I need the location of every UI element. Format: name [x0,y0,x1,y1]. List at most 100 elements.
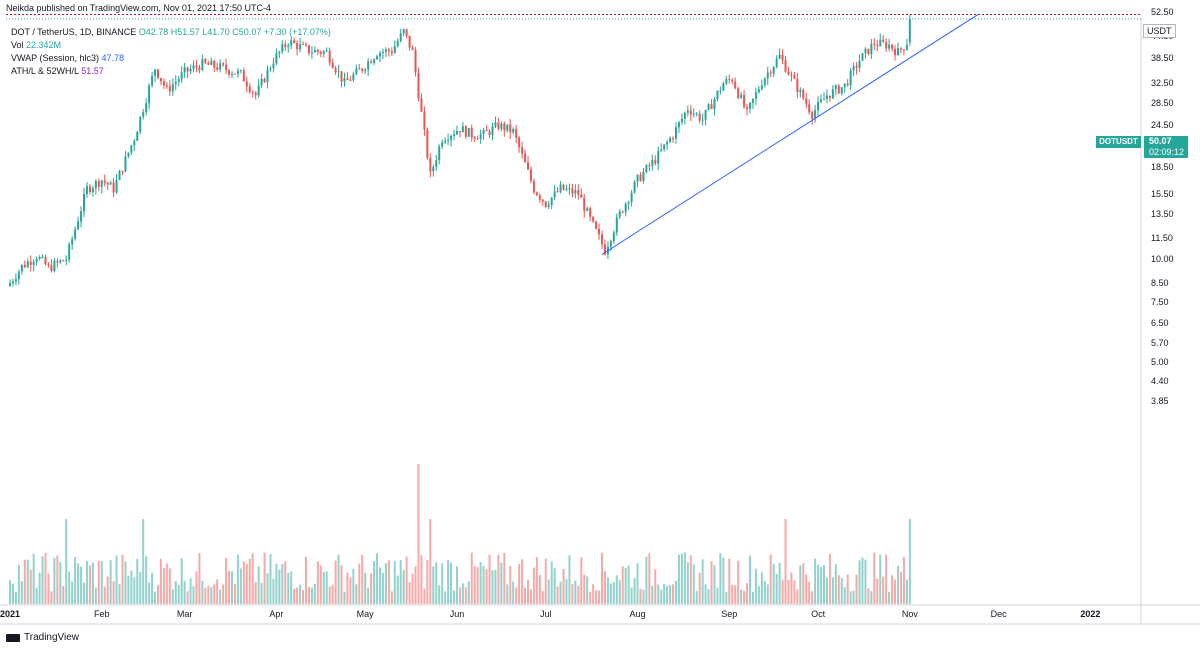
candle-body [577,190,580,195]
y-tick-label: 32.50 [1151,78,1174,89]
volume-bar [583,574,586,604]
volume-bar [266,573,269,604]
candle-body [784,60,787,72]
volume-bar [207,585,210,604]
candle-body [636,174,639,182]
legend-vol-label[interactable]: Vol [11,40,24,50]
candle-body [62,260,65,262]
volume-bar [157,585,159,604]
volume-bar [284,561,287,604]
volume-bar [660,589,663,604]
candle-body [722,83,725,91]
candle-body [885,41,888,49]
volume-bar [740,589,743,604]
candle-body [192,65,195,69]
legend-ath-value: 51.57 [81,66,104,76]
candle-body [734,81,737,89]
volume-bars [9,464,911,604]
currency-selector[interactable]: USDT [1143,24,1176,38]
volume-bar [873,552,876,604]
candle-body [38,257,41,260]
candle-body [322,51,325,54]
candle-body [198,67,201,71]
candle-body [17,271,20,280]
candle-body [521,147,524,154]
candle-body [408,35,411,48]
x-tick-label: Apr [269,609,284,619]
volume-bar [772,563,775,604]
volume-bar [550,561,553,604]
candle-body [47,264,50,266]
candle-body [905,44,908,50]
volume-bar [411,573,414,604]
candle-body [287,45,290,47]
volume-bar [408,582,411,604]
volume-bar [799,565,802,604]
candle-body [509,124,512,133]
volume-bar [760,572,763,604]
candle-body [455,131,458,135]
y-tick-label: 5.00 [1151,357,1169,368]
candle-body [384,49,387,53]
candle-body [83,194,85,212]
volume-bar [775,574,778,604]
candle-body [817,101,820,111]
candle-body [100,180,103,187]
volume-bar [719,553,722,604]
volume-bar [201,580,204,604]
candle-body [154,69,157,76]
candle-body [399,33,402,42]
candle-body [651,160,654,167]
volume-bar [843,587,846,604]
candle-body [41,256,44,258]
volume-bar [731,584,734,604]
volume-bar [275,563,278,604]
x-tick-label: 2021 [0,609,21,619]
volume-bar [83,582,85,604]
legend-symbol[interactable]: DOT / TetherUS, 1D, BINANCE [11,27,137,37]
volume-bar [20,581,23,604]
volume-bar [426,559,429,604]
candle-body [710,104,713,110]
candle-body [115,179,118,193]
candle-body [447,140,450,142]
legend-vwap-label[interactable]: VWAP (Session, hlc3) [11,53,100,63]
candle-body [281,44,284,52]
volume-bar [239,568,242,604]
candle-body [65,259,68,261]
volume-bar [553,568,556,604]
volume-bar [441,563,444,604]
candle-body [35,259,38,262]
candle-body [595,221,598,229]
volume-bar [876,578,879,604]
volume-bar [568,555,571,604]
candle-body [103,180,106,183]
candle-body [296,42,299,50]
last-price-label: 50.07 02:09:12 [1144,136,1188,158]
candle-body [142,112,145,117]
candle-body [846,83,849,86]
candle-body [740,94,743,98]
candle-body [852,66,855,71]
candle-body [660,149,663,151]
time-axis[interactable]: 2021 Feb Mar Apr May Jun Jul Aug Sep Oct Nov Dec 202… [0,606,1141,624]
candle-body [601,234,603,245]
volume-bar [65,519,68,604]
volume-bar [272,578,275,604]
candle-body [876,44,879,47]
candle-body [174,81,177,85]
volume-bar [80,566,83,604]
volume-bar [94,587,97,604]
legend-ath-label[interactable]: ATH/L & 52WH/L [11,66,79,76]
candle-body [148,85,151,104]
volume-bar [589,591,592,604]
candle-body [524,153,527,163]
volume-bar [642,589,645,604]
candle-body [44,256,47,265]
price-axis[interactable]: 84.0072.0060.0052.5044.5038.5032.5028.50… [1141,7,1200,623]
candle-body [485,130,488,132]
volume-bar [751,591,754,604]
volume-bar [352,568,355,604]
candle-body [704,109,707,120]
